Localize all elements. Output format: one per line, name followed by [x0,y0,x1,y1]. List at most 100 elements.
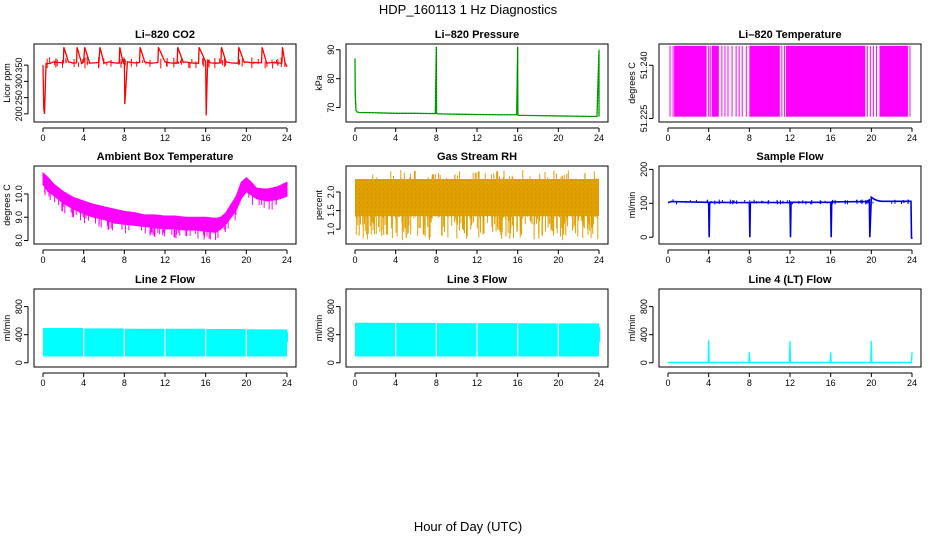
x-tick-label: 4 [393,378,398,388]
x-tick-label: 20 [241,255,251,265]
y-tick-label: 400 [326,327,336,342]
x-tick-label: 16 [513,378,523,388]
x-tick-label: 12 [472,133,482,143]
y-tick-label: 0 [326,360,336,365]
panel-title: Li–820 CO2 [135,29,195,41]
plot-area [355,322,600,357]
panel-title: Ambient Box Temperature [97,151,234,163]
chart-panel-p2: Li–820 Pressure 0 4 8 12 16 20 24 70 80 90 kPa [314,29,609,143]
x-tick-label: 0 [352,255,357,265]
y-axis-label: ml/min [627,315,637,342]
data-line [668,340,913,364]
plot-frame [33,43,297,123]
x-tick-label: 20 [241,133,251,143]
data-band [879,45,908,117]
x-tick-label: 12 [785,378,795,388]
y-axis-label: ml/min [2,315,12,342]
panel-title: Li–820 Pressure [435,29,519,41]
y-tick-label: 200 [14,106,24,121]
y-tick-label: 90 [326,45,336,55]
x-tick-label: 0 [40,255,45,265]
y-tick-label: 300 [14,74,24,89]
chart-panel-p3: Li–820 Temperature 0 4 8 12 16 20 24 51.225 51.24… [627,29,922,143]
y-tick-label: 800 [326,299,336,314]
y-tick-label: 200 [639,162,649,177]
x-tick-label: 16 [826,378,836,388]
x-tick-label: 16 [513,133,523,143]
plot-frame [345,165,609,245]
x-tick-label: 16 [826,133,836,143]
data-line [354,46,600,118]
y-tick-label: 800 [14,299,24,314]
y-axis-label: percent [314,189,324,220]
x-tick-label: 12 [785,133,795,143]
y-axis-label: kPa [314,75,324,91]
x-tick-label: 24 [282,378,292,388]
y-tick-label: 350 [14,58,24,73]
y-tick-label: 250 [14,90,24,105]
x-tick-label: 12 [472,255,482,265]
x-tick-label: 12 [160,378,170,388]
x-tick-label: 16 [826,255,836,265]
x-tick-label: 16 [201,378,211,388]
x-tick-label: 8 [434,255,439,265]
plot-area [669,45,911,117]
x-tick-label: 8 [434,133,439,143]
x-tick-label: 0 [40,133,45,143]
chart-panel-p6: Sample Flow 0 4 8 12 16 20 24 0 100 200 ml/min [627,151,922,265]
x-tick-label: 4 [393,133,398,143]
y-tick-label: 800 [639,299,649,314]
y-axis-label: degrees C [2,184,12,226]
x-tick-label: 0 [665,133,670,143]
y-tick-label: 8.0 [14,234,24,247]
x-tick-label: 20 [866,255,876,265]
plot-frame [658,165,922,245]
plot-frame [345,43,609,123]
x-tick-label: 4 [81,133,86,143]
y-tick-label: 2.0 [326,186,336,199]
x-tick-label: 12 [472,378,482,388]
y-tick-label: 400 [639,327,649,342]
x-tick-label: 4 [393,255,398,265]
data-band [785,45,866,117]
x-tick-label: 24 [907,133,917,143]
x-tick-label: 8 [434,378,439,388]
x-tick-label: 12 [160,133,170,143]
x-tick-label: 0 [665,255,670,265]
x-tick-label: 0 [40,378,45,388]
plot-area [43,327,288,357]
x-tick-label: 0 [352,133,357,143]
x-tick-label: 4 [81,255,86,265]
panel-title: Line 4 (LT) Flow [749,274,832,286]
data-band [674,45,707,117]
y-tick-label: 9.0 [14,211,24,224]
y-tick-label: 80 [326,74,336,84]
x-tick-label: 24 [907,378,917,388]
y-axis-label: ml/min [314,315,324,342]
x-tick-label: 20 [553,255,563,265]
plot-area [42,171,288,240]
y-tick-label: 0 [639,235,649,240]
x-tick-label: 4 [706,378,711,388]
x-tick-label: 4 [706,133,711,143]
x-tick-label: 8 [122,255,127,265]
x-tick-label: 24 [594,255,604,265]
x-tick-label: 20 [866,378,876,388]
panel-title: Line 2 Flow [135,274,195,286]
x-tick-label: 0 [352,378,357,388]
panel-title: Gas Stream RH [437,151,517,163]
plot-area [42,46,288,116]
figure-xlabel: Hour of Day (UTC) [414,519,522,534]
data-band [42,171,288,233]
panel-title: Line 3 Flow [447,274,507,286]
data-line [667,195,913,240]
y-axis-label: ml/min [627,192,637,219]
x-tick-label: 4 [706,255,711,265]
plot-frame [33,165,297,245]
